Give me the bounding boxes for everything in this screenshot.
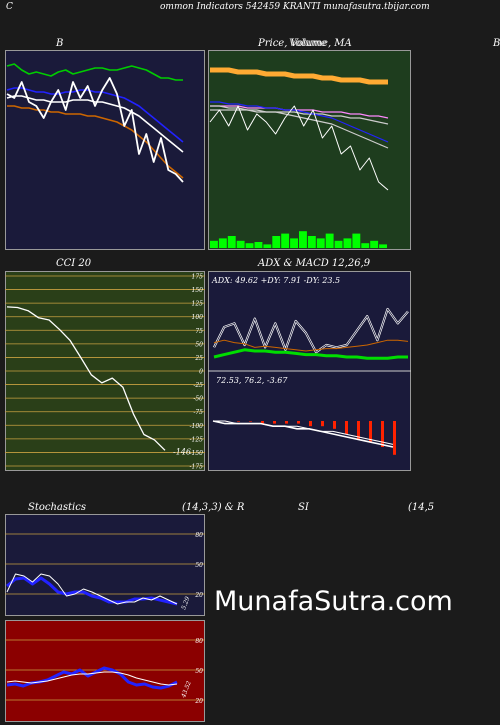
macd-histogram-bar bbox=[321, 421, 324, 427]
band-line-3 bbox=[7, 105, 184, 179]
watermark: MunafaSutra.com bbox=[214, 586, 453, 617]
plus-di-line bbox=[213, 339, 409, 352]
rsi-caption-left: SI bbox=[298, 502, 309, 513]
stoch-tick-label: 50 bbox=[195, 562, 203, 569]
adx-values-label: ADX: 49.62 +DY: 7.91 -DY: 23.5 bbox=[211, 276, 340, 285]
price-ma-line-1 bbox=[210, 105, 389, 119]
rsi-tick-label: 80 bbox=[195, 638, 203, 645]
cci-tick-label: 50 bbox=[195, 341, 203, 348]
macd-histogram-bar bbox=[285, 421, 288, 424]
stoch-caption-params: (14,3,3) & R bbox=[182, 502, 245, 513]
volume-bar bbox=[370, 240, 379, 248]
panel-frame bbox=[5, 620, 205, 722]
volume-bar bbox=[307, 236, 316, 248]
stochastics-chart: 80 50 205.29 bbox=[5, 514, 205, 616]
volume-bar bbox=[334, 240, 343, 248]
cci-tick-label: -100 bbox=[190, 423, 204, 430]
cci-tick-label: 100 bbox=[192, 314, 204, 321]
volume-bar bbox=[316, 238, 325, 248]
volume-bar bbox=[227, 236, 236, 248]
cci-tick-label: 0 bbox=[199, 369, 203, 376]
cci-tick-label: -25 bbox=[193, 382, 203, 389]
header-title: ommon Indicators 542459 KRANTI munafasut… bbox=[160, 2, 430, 12]
volume-bar bbox=[361, 243, 370, 248]
macd-histogram-bar bbox=[333, 421, 336, 429]
stoch-last-value: 5.29 bbox=[180, 596, 191, 611]
price-ma-line-5 bbox=[209, 105, 389, 191]
adx-macd-caption: ADX & MACD 12,26,9 bbox=[258, 258, 371, 269]
cci-tick-label: 125 bbox=[192, 301, 204, 308]
macd-histogram-bar bbox=[237, 421, 240, 422]
cci-chart: 175 150 125 100 75 50 25 0 -25 -50 -75 -100 -125 -150… bbox=[5, 271, 205, 471]
cci-tick-label: -50 bbox=[193, 396, 203, 403]
macd-histogram-bar bbox=[357, 421, 360, 440]
volume-bar bbox=[325, 233, 334, 248]
macd-histogram-bar bbox=[345, 421, 348, 434]
stoch-tick-label: 20 bbox=[194, 592, 203, 599]
adx-macd-chart: ADX: 49.62 +DY: 7.91 -DY: 23.5 72.53, 76.… bbox=[208, 271, 411, 471]
bb-caption: B bbox=[56, 38, 64, 49]
macd-histogram-bar bbox=[273, 421, 276, 424]
macd-signal-line bbox=[213, 420, 394, 445]
volume-bar bbox=[263, 244, 272, 248]
volume-bar bbox=[272, 236, 281, 248]
price-overlay-caption: Volume bbox=[289, 38, 327, 49]
cci-tick-label: -125 bbox=[190, 436, 204, 443]
stoch-k-line bbox=[6, 573, 178, 605]
band-line-1 bbox=[6, 87, 184, 143]
bb-chart bbox=[5, 50, 205, 250]
cci-last-value: -146 bbox=[173, 447, 191, 456]
macd-histogram-bar bbox=[381, 421, 384, 447]
macd-histogram-bar bbox=[249, 421, 252, 422]
cci-tick-label: 25 bbox=[194, 355, 203, 362]
moving-average-band bbox=[210, 67, 388, 85]
band-line-0 bbox=[6, 63, 183, 81]
macd-histogram-bar bbox=[261, 421, 264, 424]
price-caption: Price, Volume, MA bbox=[258, 38, 352, 49]
stoch-caption-left: Stochastics bbox=[28, 502, 86, 513]
adx-line bbox=[213, 348, 408, 360]
price-volume-chart bbox=[208, 50, 411, 250]
volume-bar bbox=[352, 233, 361, 248]
stoch-tick-label: 80 bbox=[195, 532, 203, 539]
cci-tick-label: 75 bbox=[195, 328, 203, 335]
volume-bar bbox=[299, 231, 307, 248]
volume-bar bbox=[254, 242, 263, 248]
macd-histogram-bar bbox=[369, 421, 372, 442]
header-left-fragment: C bbox=[6, 2, 13, 12]
right-edge-caption: B bbox=[493, 38, 500, 49]
volume-bar bbox=[236, 240, 245, 248]
cci-tick-label: 175 bbox=[192, 274, 204, 281]
macd-histogram-bar bbox=[297, 421, 300, 424]
price-line bbox=[6, 77, 184, 183]
macd-histogram-bar bbox=[393, 421, 396, 455]
price-ma-line-3 bbox=[210, 101, 389, 143]
volume-bar bbox=[343, 238, 352, 248]
cci-tick-label: 150 bbox=[192, 287, 204, 294]
macd-values-label: 72.53, 76.2, -3.67 bbox=[216, 376, 288, 385]
cci-line bbox=[6, 306, 166, 451]
cci-tick-label: -75 bbox=[193, 409, 203, 416]
volume-bar bbox=[245, 243, 254, 248]
volume-bar bbox=[281, 233, 290, 248]
stoch-d-line bbox=[6, 576, 178, 606]
cci-caption: CCI 20 bbox=[56, 258, 92, 269]
cci-tick-label: -150 bbox=[190, 450, 204, 457]
volume-bar bbox=[218, 238, 227, 248]
macd-histogram-bar bbox=[309, 421, 312, 427]
minus-di-inner bbox=[213, 308, 409, 353]
volume-bar bbox=[210, 240, 218, 248]
rsi-caption-params: (14,5 bbox=[408, 502, 435, 513]
rsi-tick-label: 20 bbox=[194, 698, 203, 705]
rsi-average-line bbox=[6, 671, 178, 686]
rsi-tick-label: 50 bbox=[195, 668, 203, 675]
band-line-2 bbox=[6, 95, 184, 153]
panel-frame bbox=[5, 50, 205, 250]
cci-tick-label: -175 bbox=[190, 464, 204, 471]
volume-bar bbox=[379, 244, 387, 248]
volume-bar bbox=[290, 238, 298, 248]
